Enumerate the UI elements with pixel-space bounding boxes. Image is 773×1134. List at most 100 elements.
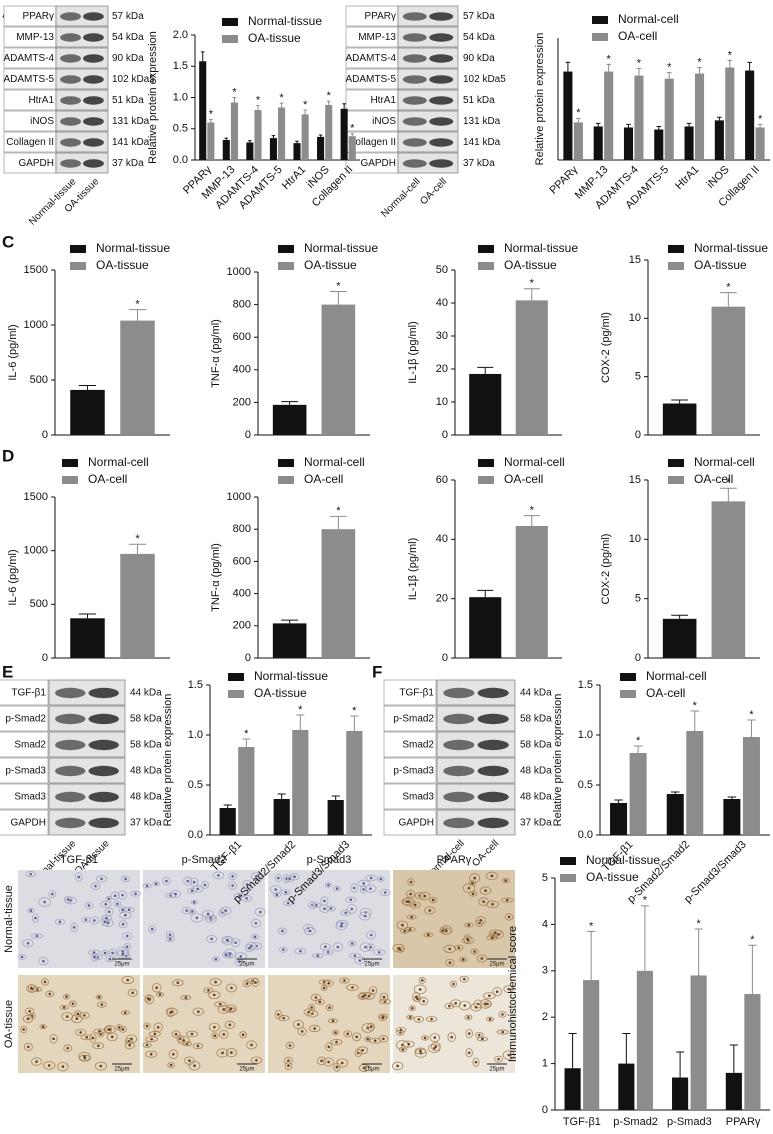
bar (725, 1072, 742, 1110)
y-tick-label: 1.0 (188, 729, 203, 741)
nucleus (335, 1040, 338, 1044)
x-tick-label: iNOS (705, 164, 732, 191)
panel-label: C (2, 232, 14, 251)
nucleus (287, 1059, 290, 1062)
cell (242, 879, 252, 890)
legend-swatch (62, 459, 78, 467)
legend-label: OA-tissue (248, 31, 301, 45)
cell (28, 1012, 36, 1020)
bar (686, 731, 704, 835)
nucleus (245, 897, 248, 900)
legend-label: Normal-cell (618, 12, 679, 26)
cell (445, 958, 455, 967)
cell (419, 891, 431, 901)
y-tick-label: 5 (635, 593, 641, 605)
nucleus (174, 892, 177, 896)
cell (464, 922, 474, 928)
blot-band (477, 739, 509, 751)
nucleus (369, 945, 372, 949)
y-tick-label: 1000 (24, 319, 48, 331)
cell (92, 1042, 105, 1050)
nucleus (344, 911, 348, 915)
cell (69, 1000, 77, 1008)
kda-label: 58 kDa (130, 740, 162, 751)
cell (225, 1004, 237, 1014)
nucleus (467, 1051, 471, 1055)
significance-mark: * (350, 123, 355, 135)
cell (48, 890, 57, 898)
significance-mark: * (697, 918, 702, 930)
y-tick-label: 1.0 (173, 91, 188, 103)
cell (463, 934, 472, 944)
nucleus (186, 879, 190, 883)
nucleus (196, 1044, 200, 1048)
bar (348, 136, 356, 160)
cell (192, 1042, 204, 1050)
nucleus (288, 877, 291, 881)
cell (75, 1028, 86, 1037)
protein-label: MMP-13 (358, 32, 396, 43)
nucleus (121, 922, 125, 926)
significance-mark: * (576, 107, 581, 119)
nucleus (274, 888, 278, 891)
legend-swatch (70, 245, 86, 253)
cell (402, 1040, 415, 1048)
cell (190, 899, 198, 905)
cell (359, 885, 368, 894)
nucleus (26, 1017, 30, 1021)
error-bar (666, 72, 672, 79)
nucleus (62, 1006, 66, 1009)
blot-strip (397, 131, 459, 153)
blot-band (429, 12, 454, 21)
blot-strip (55, 89, 109, 111)
nucleus (113, 894, 117, 898)
cell (343, 1030, 353, 1038)
nucleus (413, 903, 417, 907)
legend-swatch (278, 459, 294, 467)
nucleus (379, 877, 383, 881)
legend-swatch (228, 673, 244, 681)
protein-label: Smad3 (402, 792, 434, 803)
nucleus (108, 1028, 112, 1031)
nucleus (169, 1063, 173, 1067)
nucleus (190, 910, 194, 913)
bar (515, 525, 548, 658)
error-bar (224, 137, 229, 140)
significance-mark: * (135, 533, 140, 545)
blot-band (443, 739, 475, 751)
y-axis-label: TNF-α (pg/ml) (210, 319, 222, 388)
cell (24, 1007, 35, 1015)
cell (324, 882, 332, 888)
significance-mark: * (244, 728, 249, 740)
protein-label: iNOS (372, 116, 396, 127)
nucleus (401, 923, 404, 927)
nucleus (206, 912, 210, 916)
cell (78, 1051, 91, 1062)
nucleus (371, 989, 375, 992)
nucleus (324, 945, 327, 949)
cell (22, 939, 34, 948)
nucleus (504, 879, 508, 882)
cell (414, 1047, 427, 1055)
bar (120, 320, 155, 435)
kda-label: 102 kDa5 (112, 74, 155, 85)
blot-band (429, 33, 454, 42)
nucleus (197, 1010, 200, 1013)
nucleus (408, 928, 412, 931)
y-tick-label: 1.5 (173, 60, 188, 72)
nucleus (168, 933, 172, 937)
nucleus (399, 1028, 403, 1032)
significance-mark: * (728, 49, 733, 61)
cell (465, 1048, 473, 1058)
cell (168, 1049, 178, 1060)
row-header: Normal-tissue (3, 885, 15, 953)
legend-label: Normal-cell (694, 455, 755, 469)
nucleus (473, 876, 477, 880)
nucleus (366, 1037, 370, 1041)
cell (59, 1004, 69, 1010)
cell (274, 874, 282, 882)
blot-label-cell (0, 731, 49, 758)
cell (476, 954, 487, 963)
cell (428, 1043, 441, 1053)
nucleus (125, 934, 129, 938)
